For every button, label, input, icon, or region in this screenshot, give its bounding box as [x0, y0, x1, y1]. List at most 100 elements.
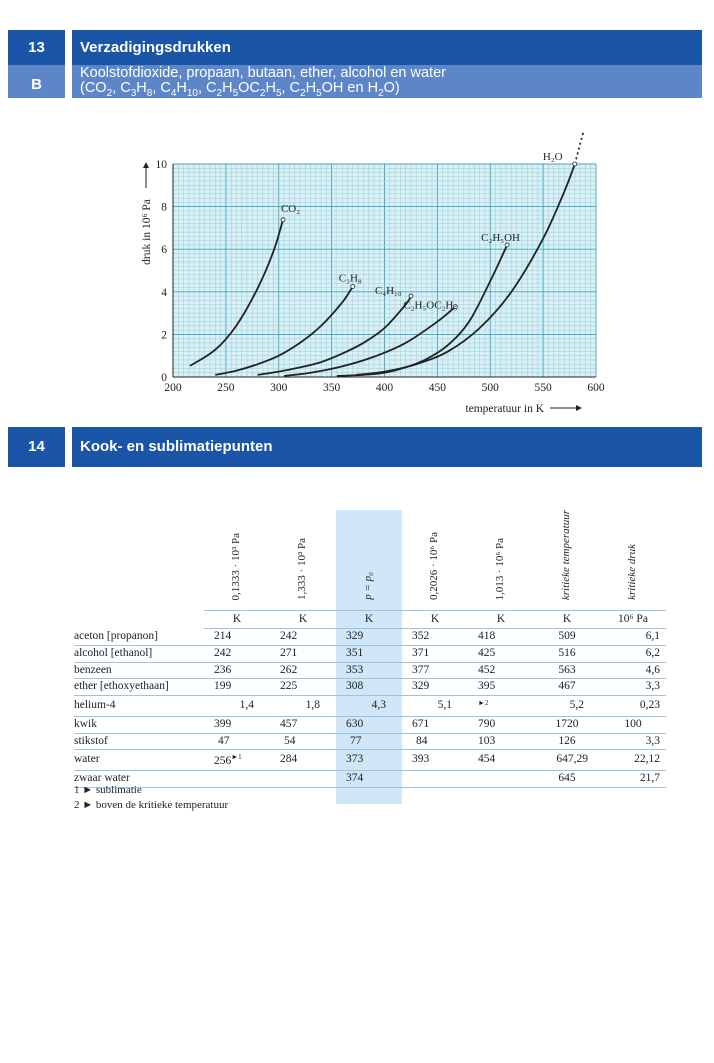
- value-cell: 199: [204, 678, 270, 697]
- value-cell: 399: [204, 716, 270, 734]
- header-divider: [65, 30, 72, 98]
- value-cell: 22,12: [600, 749, 666, 771]
- footnote: 1 ► sublimatie: [74, 784, 142, 796]
- value-cell: 1,8: [270, 695, 336, 717]
- curve-ho-extension: [573, 131, 585, 165]
- value-cell: 3,3: [600, 678, 666, 697]
- value-cell: 5,2: [534, 695, 600, 717]
- section-14-header: 14 Kook- en sublimatiepunten: [8, 427, 702, 467]
- y-tick-label: 6: [161, 244, 167, 256]
- footnotes: 1 ► sublimatie 2 ► boven de kritieke tem…: [74, 783, 228, 813]
- subtitle-line1: Koolstofdioxide, propaan, butaan, ether,…: [80, 65, 446, 81]
- footnote-marker: 2 ►: [74, 799, 96, 811]
- section-number: 13: [28, 39, 45, 56]
- value-cell: 393: [402, 749, 468, 771]
- section-subnumber: B: [31, 76, 42, 93]
- table-header-row: 0,1333 · 10³ Pa 1,333 · 10³ Pa p = p₀ 0,…: [74, 510, 666, 611]
- section-title: Kook- en sublimatiepunten: [80, 438, 273, 455]
- critical-point-marker: [572, 161, 578, 167]
- value-cell: 4,3: [336, 695, 402, 717]
- x-axis-label: temperatuur in K: [465, 403, 544, 415]
- substance-name: aceton [propanon]: [74, 628, 204, 646]
- value-cell: 1,4: [204, 695, 270, 717]
- value-cell: 516: [534, 645, 600, 663]
- chart-curves: [189, 131, 585, 377]
- substance-name: helium-4: [74, 695, 204, 717]
- value-cell: 377: [402, 662, 468, 680]
- section-subtitle: Koolstofdioxide, propaan, butaan, ether,…: [80, 66, 446, 101]
- y-axis-label: druk in 10⁶ Pa: [141, 199, 153, 265]
- x-tick-label: 200: [164, 382, 182, 394]
- value-cell: [468, 770, 534, 788]
- value-cell: 671: [402, 716, 468, 734]
- value-cell: 47: [204, 733, 270, 751]
- value-cell: 6,2: [600, 645, 666, 663]
- value-cell: 242: [270, 628, 336, 646]
- value-cell: 467: [534, 678, 600, 697]
- x-tick-label: 250: [217, 382, 235, 394]
- subheader-bar: [8, 65, 702, 98]
- value-cell: 100: [600, 716, 666, 734]
- value-cell: 214: [204, 628, 270, 646]
- value-cell: 242: [204, 645, 270, 663]
- y-tick-label: 2: [161, 329, 167, 341]
- x-tick-label: 550: [535, 382, 553, 394]
- column-header: p = p₀: [362, 572, 375, 601]
- x-tick-label: 500: [482, 382, 500, 394]
- vapor-pressure-chart: 200 250 300 350 400 450 500 550 600 0 2 4 6 8 10 CO₂ C₃…: [141, 131, 605, 415]
- value-cell: 54: [270, 733, 336, 751]
- table-row: benzeen 236 262 353 377 452 563 4,6: [74, 662, 666, 680]
- footnote-marker: ►1: [231, 753, 242, 762]
- series-label: C₄H₁₀: [375, 285, 402, 297]
- critical-point-marker: [452, 304, 458, 310]
- table-row: water 256►1 284 373 393 454 647,29 22,12: [74, 749, 666, 771]
- x-tick-label: 400: [376, 382, 394, 394]
- value-cell: 425: [468, 645, 534, 663]
- unit-cell: K: [402, 609, 468, 629]
- critical-point-marker: [350, 284, 356, 289]
- series-label: C₂H₅OH: [481, 232, 520, 244]
- series-label: C₂H₅OC₂H₅: [403, 300, 457, 312]
- table-highlight-extension: [74, 787, 666, 804]
- series-label: C₃H₈: [339, 272, 362, 284]
- value-cell: 509: [534, 628, 600, 646]
- value-cell: 645: [534, 770, 600, 788]
- value-cell: 21,7: [600, 770, 666, 788]
- value-cell: 225: [270, 678, 336, 697]
- unit-cell: K: [534, 609, 600, 629]
- footnote: 2 ► boven de kritieke temperatuur: [74, 799, 229, 811]
- y-tick-label: 4: [161, 287, 167, 299]
- value-cell: [402, 770, 468, 788]
- unit-cell: K: [468, 609, 534, 629]
- value-cell: 256►1: [204, 749, 270, 771]
- value-cell: 262: [270, 662, 336, 680]
- value-cell: 1720: [534, 716, 600, 734]
- curve-ch: [215, 285, 354, 376]
- subtitle-formulas: (CO2, C3H8, C4H10, C2H5OC2H5, C2H5OH en …: [80, 80, 400, 99]
- section-13-header: 13 B Verzadigingsdrukken Koolstofdioxide…: [8, 30, 702, 101]
- value-cell: 4,6: [600, 662, 666, 680]
- substance-name: alcohol [ethanol]: [74, 645, 204, 663]
- substance-name: kwik: [74, 716, 204, 734]
- section-number: 14: [28, 438, 45, 455]
- unit-cell: K: [336, 609, 402, 629]
- substance-name: zwaar water: [74, 770, 204, 788]
- value-cell: 271: [270, 645, 336, 663]
- value-cell: 630: [336, 716, 402, 734]
- column-header: kritieke druk: [626, 544, 639, 601]
- value-cell: 790: [468, 716, 534, 734]
- value-cell: 103: [468, 733, 534, 751]
- footnote-marker: ►2: [478, 699, 489, 708]
- y-axis-arrow: [143, 162, 149, 188]
- value-cell: 395: [468, 678, 534, 697]
- chart-grid: [172, 163, 597, 378]
- series-label: CO₂: [281, 203, 300, 215]
- curve-choch: [283, 306, 456, 377]
- unit-cell: K: [270, 609, 336, 629]
- critical-point-marker: [280, 217, 286, 223]
- value-cell: 352: [402, 628, 468, 646]
- curve-ch: [257, 295, 412, 376]
- y-tick-label: 10: [156, 159, 168, 171]
- table-row: aceton [propanon] 214 242 329 352 418 50…: [74, 628, 666, 646]
- curve-co: [189, 219, 284, 367]
